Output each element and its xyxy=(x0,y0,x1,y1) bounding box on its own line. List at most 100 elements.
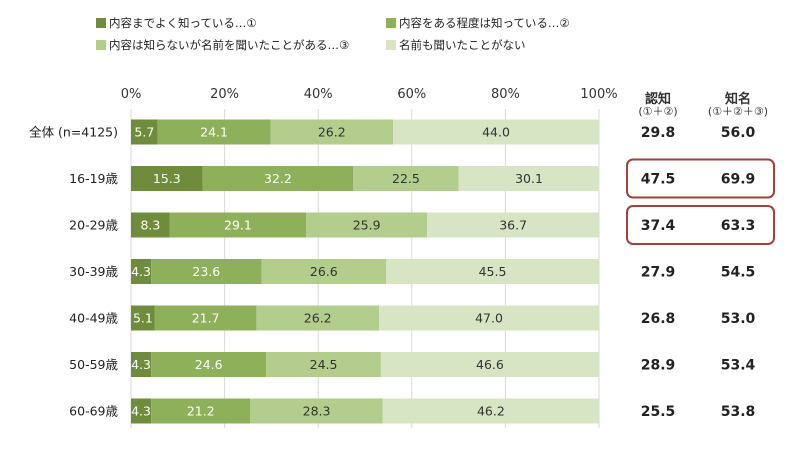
summary-header-1-title: 認知 xyxy=(644,92,671,107)
bar-segment xyxy=(169,212,307,238)
bar-segment xyxy=(266,352,381,377)
bar-segment xyxy=(306,212,428,238)
bar-segment xyxy=(202,166,354,191)
bar-data-label: 25.9 xyxy=(353,218,381,233)
bar-segment xyxy=(386,259,599,284)
summary-value: 53.8 xyxy=(721,404,756,420)
bar-segment xyxy=(261,259,387,284)
bar-segment xyxy=(379,305,599,331)
summary-header-2-title: 知名 xyxy=(724,92,751,107)
summary-value: 54.5 xyxy=(721,265,756,281)
summary-value: 37.4 xyxy=(641,218,676,234)
legend-swatch xyxy=(96,40,106,50)
bar-data-label: 32.2 xyxy=(264,171,292,186)
legend-label: 内容は知らないが名前を聞いたことがある…③ xyxy=(109,38,350,52)
bar-segment xyxy=(131,166,203,191)
x-tick-label: 20% xyxy=(210,87,239,102)
bar-segment xyxy=(380,352,599,377)
x-tick-label: 80% xyxy=(491,87,520,102)
x-tick-label: 60% xyxy=(397,87,426,102)
summary-value: 26.8 xyxy=(641,311,676,327)
bar-data-label: 26.6 xyxy=(310,264,338,279)
bar-data-label: 15.3 xyxy=(153,171,181,186)
bar-data-label: 45.5 xyxy=(479,264,507,279)
bar-data-label: 24.5 xyxy=(310,357,338,372)
bar-data-label: 30.1 xyxy=(515,171,543,186)
category-label: 50-59歳 xyxy=(69,357,118,372)
bar-segment xyxy=(427,212,599,238)
summary-header-1-subtitle: (①＋②) xyxy=(638,105,678,118)
summary-value: 53.0 xyxy=(721,311,756,327)
legend: 内容までよく知っている…① 内容をある程度は知っている…② 内容は知らないが名前を聞… xyxy=(96,8,656,58)
bar-segment xyxy=(131,305,155,331)
bar-segment xyxy=(458,166,600,191)
legend-swatch xyxy=(386,18,396,28)
legend-swatch xyxy=(386,40,396,50)
bar-data-label: 5.1 xyxy=(133,311,153,326)
x-tick-label: 40% xyxy=(304,87,333,102)
bar-segment xyxy=(157,119,271,145)
legend-item: 名前も聞いたことがない xyxy=(386,37,526,53)
legend-item: 内容までよく知っている…① xyxy=(96,15,257,31)
summary-value: 25.5 xyxy=(641,404,676,420)
bar-data-label: 26.2 xyxy=(304,311,332,326)
bar-data-label: 26.2 xyxy=(318,125,346,140)
bar-segment xyxy=(154,305,257,331)
bar-segment xyxy=(393,119,599,145)
bar-data-label: 5.7 xyxy=(134,125,154,140)
bar-data-label: 44.0 xyxy=(482,125,510,140)
highlight-box xyxy=(626,158,775,199)
bar-segment xyxy=(270,119,394,145)
bar-data-label: 46.6 xyxy=(476,357,504,372)
bar-segment xyxy=(353,166,459,191)
bar-segment xyxy=(131,352,152,377)
bar-segment xyxy=(256,305,380,331)
bar-data-label: 4.3 xyxy=(131,264,151,279)
summary-value: 47.5 xyxy=(641,172,676,188)
category-label: 60-69歳 xyxy=(69,404,118,419)
category-label: 16-19歳 xyxy=(69,171,118,186)
legend-item: 内容をある程度は知っている…② xyxy=(386,15,570,31)
bar-segment xyxy=(131,212,170,238)
summary-value: 63.3 xyxy=(721,218,756,234)
bar-data-label: 29.1 xyxy=(224,218,252,233)
bar-data-label: 24.6 xyxy=(195,357,223,372)
bar-segment xyxy=(382,398,599,424)
bar-data-label: 28.3 xyxy=(303,404,331,419)
bar-segment xyxy=(151,398,251,424)
bar-data-label: 22.5 xyxy=(392,171,420,186)
summary-value: 28.9 xyxy=(641,358,676,374)
bar-segment xyxy=(131,119,158,145)
bar-data-label: 4.3 xyxy=(131,357,151,372)
legend-swatch xyxy=(96,18,106,28)
legend-label: 名前も聞いたことがない xyxy=(399,38,526,52)
bar-data-label: 23.6 xyxy=(192,264,220,279)
summary-value: 53.4 xyxy=(721,358,756,374)
summary-header-2-subtitle: (①＋②＋③) xyxy=(707,105,769,118)
bar-data-label: 24.1 xyxy=(200,125,228,140)
legend-label: 内容をある程度は知っている…② xyxy=(399,16,570,30)
bar-data-label: 46.2 xyxy=(477,404,505,419)
bar-segment xyxy=(250,398,383,424)
summary-value: 56.0 xyxy=(721,125,756,141)
bar-data-label: 36.7 xyxy=(499,218,527,233)
bar-data-label: 4.3 xyxy=(131,404,151,419)
bar-data-label: 21.7 xyxy=(192,311,220,326)
category-label: 40-49歳 xyxy=(69,311,118,326)
x-tick-label: 100% xyxy=(580,87,617,102)
category-label: 20-29歳 xyxy=(69,218,118,233)
bar-segment xyxy=(151,259,262,284)
bar-data-label: 21.2 xyxy=(187,404,215,419)
x-tick-label: 0% xyxy=(121,87,142,102)
summary-value: 29.8 xyxy=(641,125,676,141)
legend-item: 内容は知らないが名前を聞いたことがある…③ xyxy=(96,37,349,53)
bar-segment xyxy=(151,352,267,377)
highlight-box xyxy=(626,205,775,245)
category-label: 全体 (n=4125) xyxy=(29,125,118,140)
bar-segment xyxy=(131,259,152,284)
bar-segment xyxy=(131,398,152,424)
category-label: 30-39歳 xyxy=(69,264,118,279)
bar-data-label: 47.0 xyxy=(475,311,503,326)
summary-value: 27.9 xyxy=(641,265,676,281)
